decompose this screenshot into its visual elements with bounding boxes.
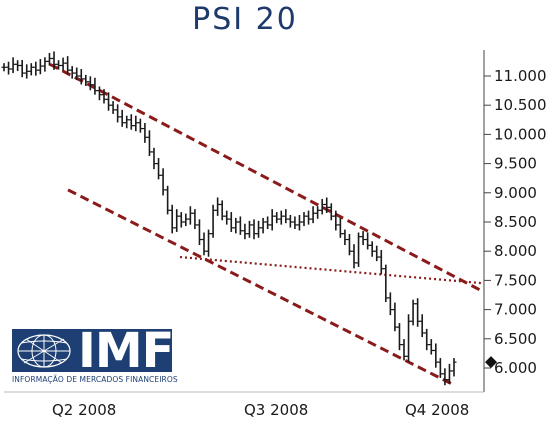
y-tick-label: 7.000 xyxy=(494,301,537,319)
y-tick-label: 10.000 xyxy=(494,125,547,143)
x-tick-label: Q4 2008 xyxy=(405,401,469,419)
imf-logo: IMF INFORMAÇÃO DE MERCADOS FINANCEIROS xyxy=(12,323,178,389)
y-tick-label: 6.000 xyxy=(494,359,537,377)
x-tick-label: Q3 2008 xyxy=(244,401,308,419)
trend-channels xyxy=(49,62,485,387)
lower-channel-line xyxy=(67,188,456,387)
logo-box: IMF xyxy=(12,323,174,379)
y-tick-label: 11.000 xyxy=(494,67,547,85)
y-tick-label: 6.500 xyxy=(494,330,537,348)
x-tick-label: Q2 2008 xyxy=(52,401,116,419)
last-value-marker-group xyxy=(485,356,497,369)
y-tick-label: 10.500 xyxy=(494,96,547,114)
y-tick-label: 9.500 xyxy=(494,155,537,173)
upper-channel-line xyxy=(49,62,485,294)
y-tick-label: 8.500 xyxy=(494,213,537,231)
price-bars xyxy=(1,51,457,386)
y-tick-label: 9.000 xyxy=(494,184,537,202)
last-value-marker xyxy=(485,356,497,369)
y-axis: 11.000 10.500 10.000 9.500 9.000 8.500 8.000 7.… xyxy=(483,50,547,392)
y-tick-label: 7.500 xyxy=(494,271,537,289)
y-tick-label: 8.000 xyxy=(494,242,537,260)
globe-icon xyxy=(17,334,71,368)
x-axis: Q2 2008 Q3 2008 Q4 2008 xyxy=(4,391,484,419)
logo-subtitle: INFORMAÇÃO DE MERCADOS FINANCEIROS xyxy=(12,375,178,384)
logo-wordmark: IMF xyxy=(78,323,174,379)
chart-title: PSI 20 xyxy=(192,2,298,37)
dotted-trend-line xyxy=(179,255,485,285)
